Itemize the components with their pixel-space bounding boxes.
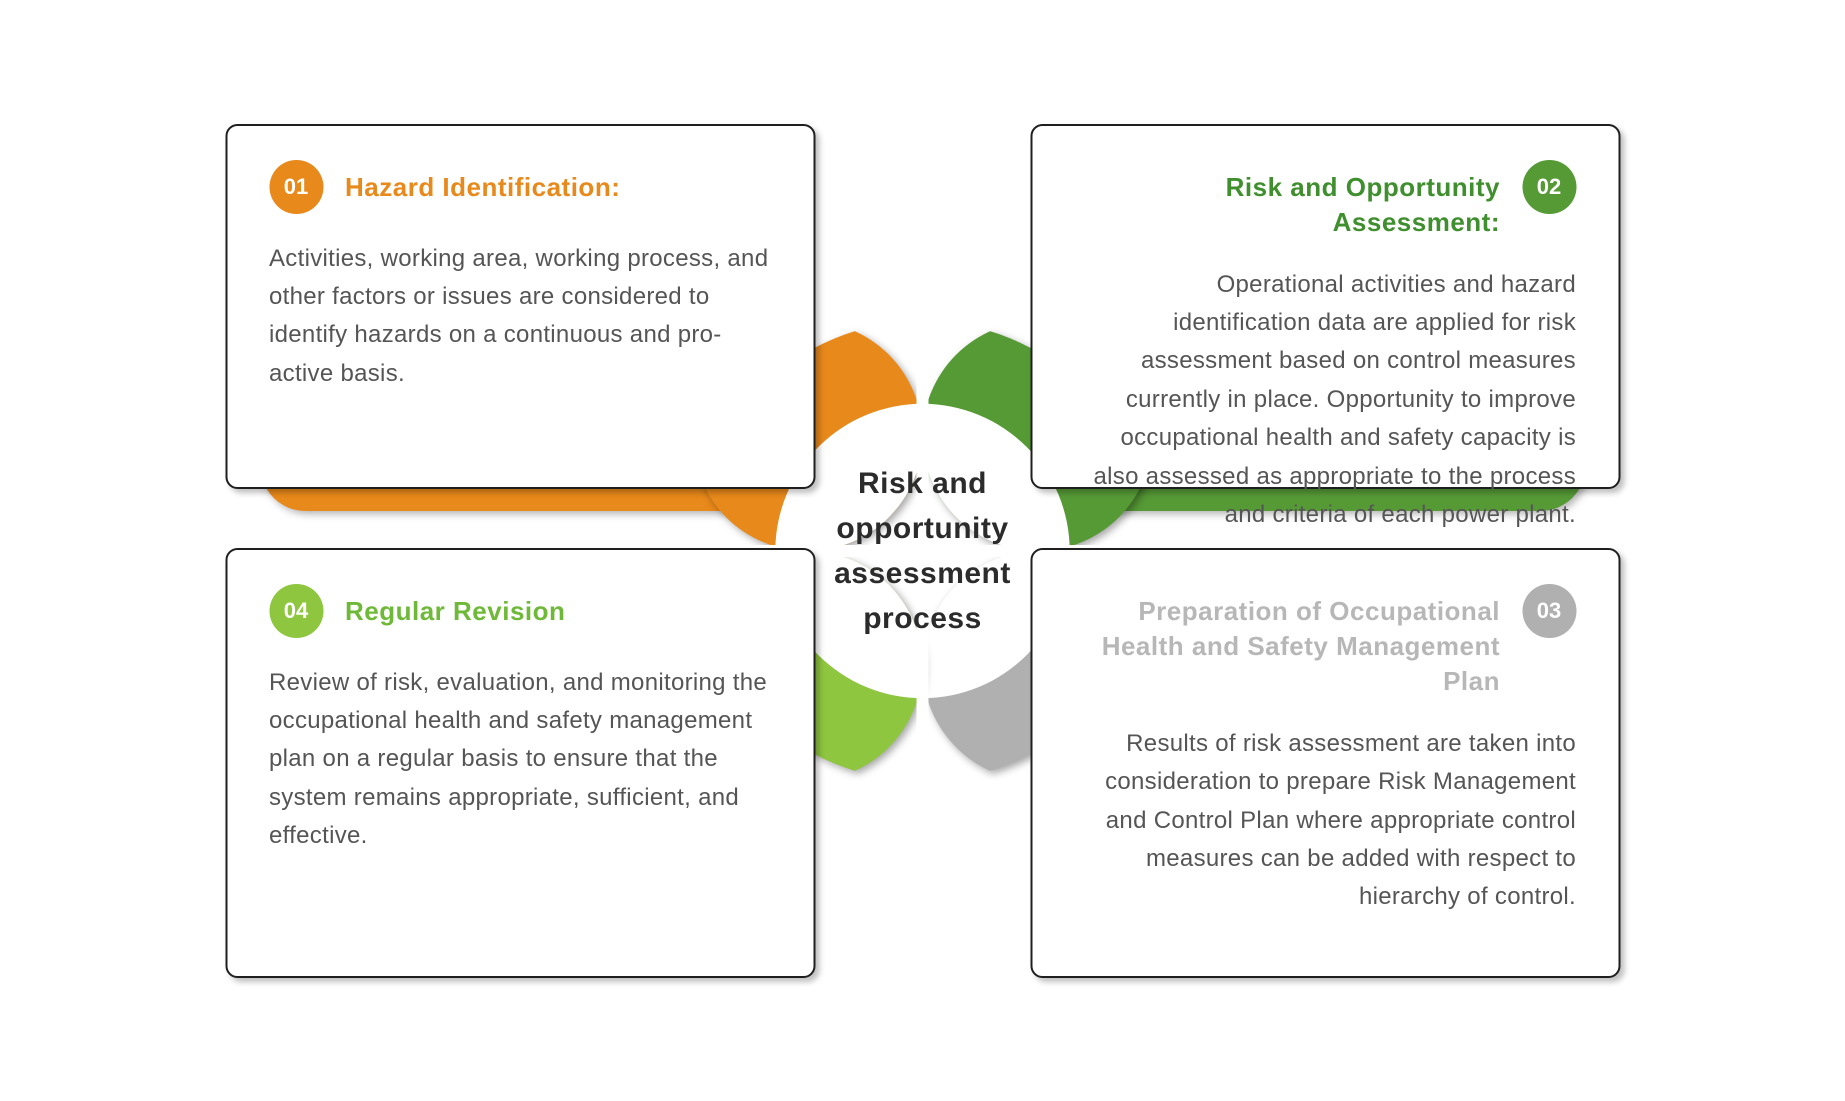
card-03-title: Preparation of Occupational Health and S… [1074, 584, 1500, 699]
card-02-body: Operational activities and hazard identi… [1074, 266, 1576, 535]
badge-01: 01 [269, 160, 323, 214]
badge-02: 02 [1522, 160, 1576, 214]
card-02-risk-opportunity-assessment: 02 Risk and Opportunity Assessment: Oper… [1030, 124, 1620, 489]
card-02-title: Risk and Opportunity Assessment: [1074, 160, 1500, 240]
badge-03: 03 [1522, 584, 1576, 638]
card-04-body: Review of risk, evaluation, and monitori… [269, 664, 771, 856]
card-03-management-plan: 03 Preparation of Occupational Health an… [1030, 548, 1620, 978]
badge-04: 04 [269, 584, 323, 638]
card-01-title: Hazard Identification: [345, 160, 620, 205]
center-title: Risk and opportunity assessment process [773, 451, 1073, 651]
card-01-hazard-identification: 01 Hazard Identification: Activities, wo… [225, 124, 815, 489]
infographic-stage: Risk and opportunity assessment process … [200, 106, 1645, 996]
card-04-regular-revision: 04 Regular Revision Review of risk, eval… [225, 548, 815, 978]
card-03-body: Results of risk assessment are taken int… [1074, 725, 1576, 917]
card-01-body: Activities, working area, working proces… [269, 240, 771, 394]
card-04-title: Regular Revision [345, 584, 565, 629]
